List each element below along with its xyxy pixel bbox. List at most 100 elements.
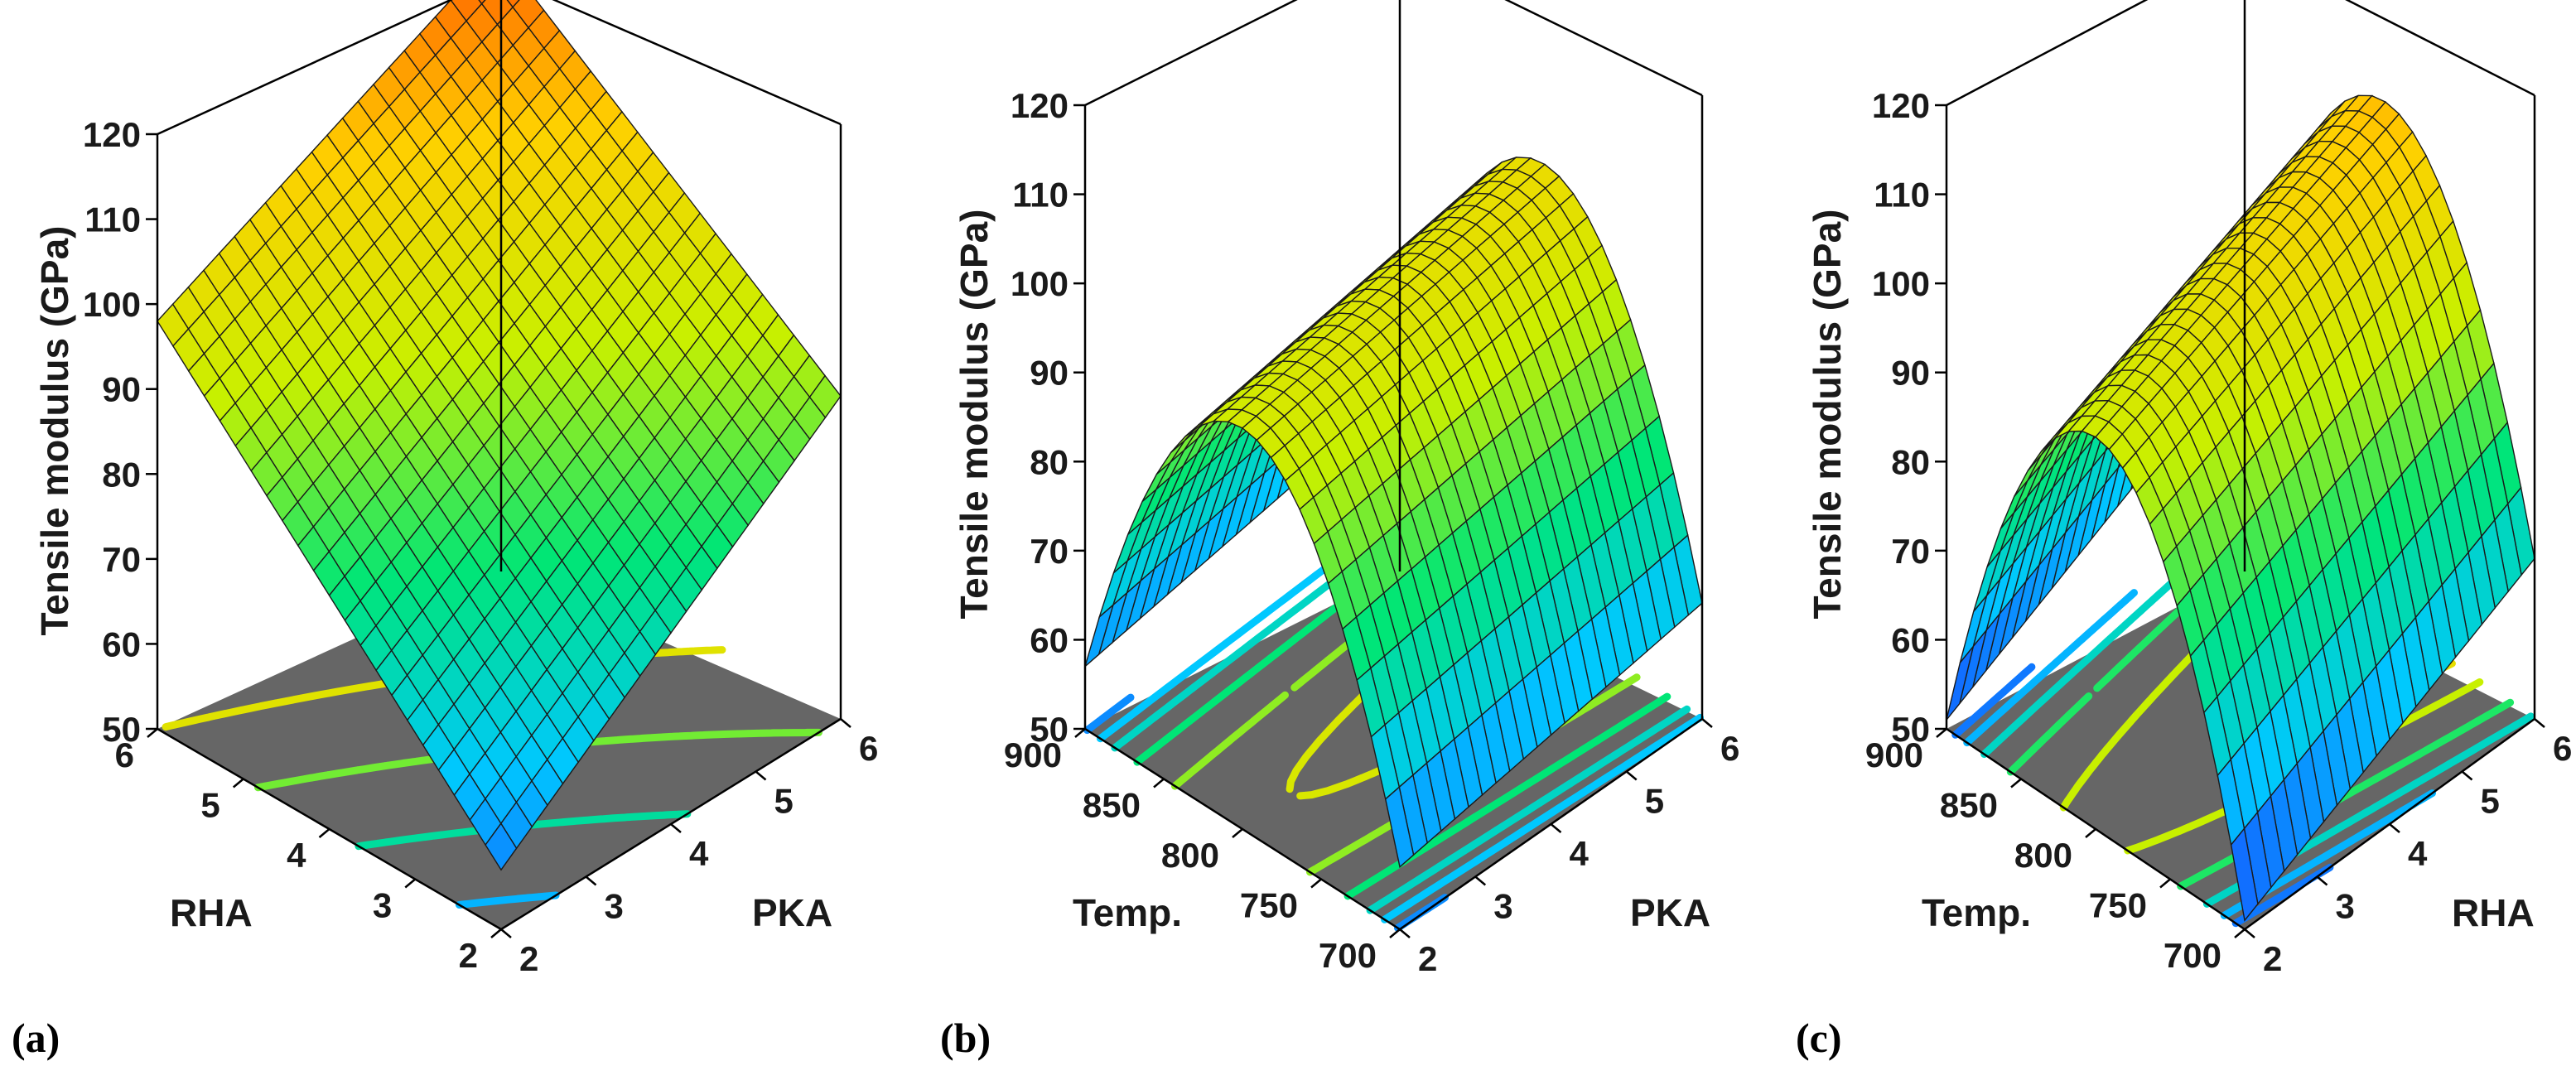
left-axis-label: Temp. bbox=[1073, 891, 1182, 934]
right-axis-tick bbox=[585, 875, 597, 886]
z-tick-label: 70 bbox=[1891, 532, 1930, 571]
z-axis-label: Tensile modulus (GPa) bbox=[1806, 210, 1849, 620]
left-axis-tick bbox=[2010, 778, 2022, 788]
z-tick-label: 90 bbox=[1030, 354, 1069, 393]
floor-contour bbox=[1951, 663, 2334, 928]
left-axis-tick-label: 4 bbox=[287, 836, 306, 875]
right-axis-label: PKA bbox=[752, 891, 832, 934]
z-axis-label: Tensile modulus (GPa) bbox=[33, 226, 76, 636]
right-axis-tick-label: 4 bbox=[689, 834, 709, 873]
right-axis-tick-label: 5 bbox=[1645, 782, 1664, 821]
z-tick-label: 60 bbox=[1030, 620, 1069, 659]
surface-cell bbox=[1384, 785, 1415, 869]
z-tick-label: 100 bbox=[1872, 264, 1930, 303]
left-axis-tick bbox=[404, 878, 417, 889]
left-axis-tick bbox=[147, 728, 158, 738]
z-tick-label: 90 bbox=[1891, 354, 1930, 393]
z-tick-label: 70 bbox=[102, 540, 141, 579]
left-axis-tick bbox=[2085, 828, 2096, 838]
left-axis-tick-label: 700 bbox=[1319, 936, 1377, 975]
left-axis-tick bbox=[2234, 928, 2246, 938]
left-axis-tick bbox=[1389, 928, 1401, 938]
right-axis-tick bbox=[755, 770, 767, 781]
right-axis-tick bbox=[1550, 823, 1562, 833]
right-axis-tick-label: 2 bbox=[519, 939, 538, 978]
z-tick-label: 80 bbox=[102, 455, 141, 494]
left-axis-tick bbox=[490, 928, 502, 938]
left-axis-tick-label: 700 bbox=[2164, 936, 2221, 975]
z-axis-label: Tensile modulus (GPa) bbox=[953, 210, 996, 620]
right-axis-tick-label: 3 bbox=[605, 887, 624, 926]
z-tick-label: 110 bbox=[1012, 176, 1069, 215]
right-axis-tick-label: 4 bbox=[1570, 834, 1589, 873]
right-axis-tick-label: 2 bbox=[2263, 939, 2282, 978]
z-tick-label: 120 bbox=[83, 115, 141, 154]
surface-cell bbox=[2230, 827, 2259, 922]
left-axis-tick-label: 900 bbox=[1004, 735, 1062, 774]
left-axis-tick bbox=[1310, 878, 1322, 889]
z-tick-label: 120 bbox=[1872, 86, 1930, 125]
left-axis-tick-label: 900 bbox=[1865, 735, 1923, 774]
right-axis-tick bbox=[500, 928, 512, 938]
z-tick-label: 110 bbox=[84, 200, 141, 239]
left-axis-tick bbox=[1074, 728, 1086, 738]
right-axis-tick-label: 3 bbox=[1493, 887, 1512, 926]
right-axis-tick-label: 3 bbox=[2336, 887, 2355, 926]
panel-label: (b) bbox=[940, 1015, 991, 1061]
z-tick-label: 100 bbox=[83, 285, 141, 324]
left-axis-tick-label: 800 bbox=[2014, 836, 2072, 875]
z-tick-label: 50 bbox=[1030, 710, 1069, 749]
surface-cell bbox=[485, 822, 518, 871]
frame-top bbox=[1946, 0, 2535, 107]
panel-label: (c) bbox=[1796, 1015, 1842, 1061]
right-axis-label: RHA bbox=[2452, 891, 2535, 934]
frame-top bbox=[1084, 0, 1703, 107]
z-tick-label: 60 bbox=[102, 624, 141, 663]
z-tick-label: 50 bbox=[102, 710, 141, 749]
left-axis-tick bbox=[1232, 828, 1243, 838]
left-axis-label: RHA bbox=[170, 891, 253, 934]
z-tick-label: 100 bbox=[1011, 264, 1069, 303]
left-axis-tick-label: 3 bbox=[373, 886, 392, 925]
right-axis-tick bbox=[2389, 823, 2400, 833]
left-axis-tick-label: 750 bbox=[1240, 886, 1298, 925]
right-axis-label: PKA bbox=[1630, 891, 1710, 934]
left-axis-tick-label: 5 bbox=[200, 786, 219, 825]
right-axis-tick-label: 4 bbox=[2408, 834, 2428, 873]
z-tick-label: 50 bbox=[1891, 710, 1930, 749]
surface-plot-a: 50 60 70 80 90 100 110 120 6 5 4 3 2 2 3 4 5 6 Tensile mo… bbox=[12, 0, 878, 1061]
z-tick-label: 70 bbox=[1030, 532, 1069, 571]
z-tick-label: 80 bbox=[1030, 442, 1069, 481]
right-axis-tick-label: 6 bbox=[859, 729, 878, 768]
right-axis-tick bbox=[2316, 875, 2328, 886]
right-axis-tick-label: 5 bbox=[774, 782, 794, 821]
left-axis-tick-label: 800 bbox=[1161, 836, 1219, 875]
panel-label: (a) bbox=[12, 1015, 60, 1061]
right-axis-tick-label: 6 bbox=[2553, 729, 2572, 768]
left-axis-tick bbox=[1153, 778, 1165, 788]
left-axis-tick bbox=[1936, 728, 1947, 738]
left-axis-tick-label: 6 bbox=[115, 735, 134, 774]
floor-contour bbox=[455, 891, 560, 909]
right-axis-tick bbox=[1474, 875, 1487, 886]
right-axis-tick-label: 2 bbox=[1418, 939, 1437, 978]
right-axis-tick bbox=[1399, 928, 1411, 938]
right-axis-tick bbox=[1701, 718, 1713, 728]
left-axis-tick-label: 850 bbox=[1940, 786, 1998, 825]
left-axis-tick-label: 2 bbox=[459, 936, 478, 975]
z-tick-label: 80 bbox=[1891, 442, 1930, 481]
right-axis-tick bbox=[2461, 770, 2473, 781]
left-axis-label: Temp. bbox=[1922, 891, 2031, 934]
right-axis-tick bbox=[1625, 770, 1638, 781]
z-tick-label: 110 bbox=[1874, 176, 1930, 215]
z-tick-label: 90 bbox=[102, 370, 141, 409]
left-axis-tick bbox=[2159, 878, 2171, 889]
right-axis-tick-label: 5 bbox=[2481, 782, 2500, 821]
right-axis-tick bbox=[840, 718, 851, 728]
right-axis-tick bbox=[2534, 718, 2545, 728]
z-tick-label: 60 bbox=[1891, 620, 1930, 659]
right-axis-tick bbox=[2244, 928, 2255, 938]
